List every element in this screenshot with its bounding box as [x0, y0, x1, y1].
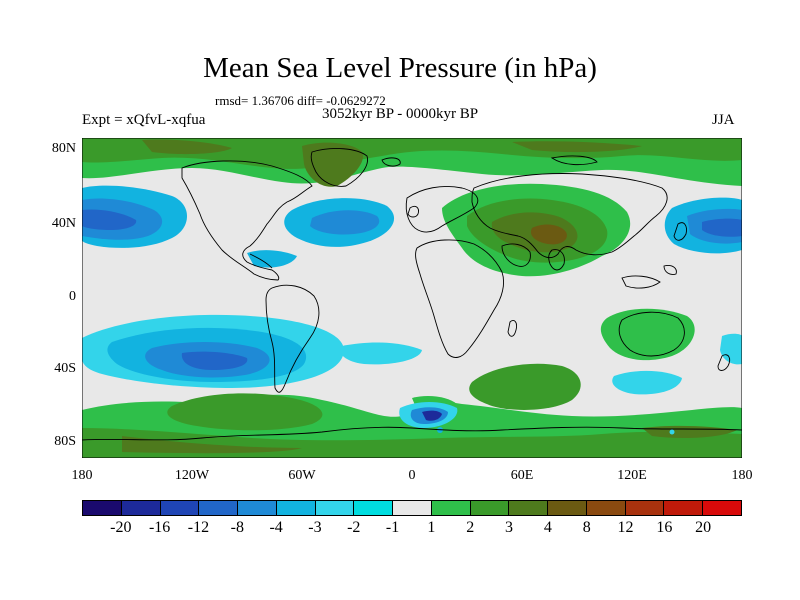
lon-label-120e: 120E — [617, 468, 647, 483]
colorbar-swatch — [548, 501, 587, 515]
lat-label-80n: 80N — [51, 141, 76, 156]
colorbar-level-label: 16 — [656, 519, 673, 536]
colorbar-swatch — [586, 501, 626, 515]
colorbar-swatch — [83, 501, 122, 515]
colorbar-level-label: 12 — [617, 519, 634, 536]
colorbar-swatch — [160, 501, 200, 515]
period-label: 3052kyr BP - 0000kyr BP — [322, 106, 479, 122]
season-label: JJA — [712, 112, 735, 128]
colorbar-swatch — [315, 501, 355, 515]
colorbar-swatch — [393, 501, 432, 515]
colorbar-swatch — [703, 501, 742, 515]
colorbar-level-label: 20 — [695, 519, 712, 536]
colorbar-level-label: -20 — [110, 519, 132, 536]
lon-label-120w: 120W — [174, 468, 210, 483]
lon-label-180w: 180 — [71, 468, 93, 483]
arctic-anomaly-band — [82, 138, 742, 187]
colorbar-swatch — [121, 501, 161, 515]
colorbar-swatch — [431, 501, 471, 515]
colorbar-level-label: -1 — [385, 519, 400, 536]
lat-label-80s: 80S — [54, 434, 76, 449]
lat-label-40s: 40S — [54, 361, 76, 376]
lat-label-40n: 40N — [51, 216, 76, 231]
lon-label-60w: 60W — [288, 468, 316, 483]
colorbar-swatch — [238, 501, 277, 515]
lon-label-0: 0 — [408, 468, 416, 483]
colorbar-swatch — [470, 501, 510, 515]
colorbar-level-label: 4 — [543, 519, 552, 536]
colorbar-level-label: -16 — [148, 519, 171, 536]
colorbar-level-label: -12 — [187, 519, 210, 536]
colorbar-labels: -20 -16 -12 -8 -4 -3 -2 -1 1 2 3 4 8 12 16 20 — [82, 519, 742, 539]
map-title: Mean Sea Level Pressure (in hPa) — [203, 52, 597, 84]
stats-line: rmsd= 1.36706 diff= -0.0629272 — [215, 93, 386, 108]
negative-anomalies — [82, 185, 742, 435]
colorbar-swatch — [354, 501, 394, 515]
colorbar-level-label: 3 — [505, 519, 514, 536]
colorbar-swatch — [276, 501, 316, 515]
colorbar-level-label: -3 — [308, 519, 322, 536]
colorbar-level-label: 2 — [466, 519, 475, 536]
pressure-map — [82, 138, 742, 458]
colorbar-swatch — [199, 501, 239, 515]
lat-label-0: 0 — [69, 289, 76, 304]
colorbar-level-label: 1 — [427, 519, 436, 536]
colorbar — [82, 500, 742, 516]
experiment-label: Expt = xQfvL-xqfua — [82, 112, 206, 128]
colorbar-swatch — [509, 501, 549, 515]
colorbar-level-label: -8 — [230, 519, 244, 536]
southern-ocean-anomaly — [82, 363, 742, 458]
colorbar-swatch — [625, 501, 665, 515]
australia-anomaly — [600, 308, 695, 361]
colorbar-swatch — [664, 501, 704, 515]
colorbar-level-label: -2 — [347, 519, 361, 536]
lon-label-60e: 60E — [510, 468, 534, 483]
lon-label-180e: 180 — [731, 468, 753, 483]
colorbar-level-label: -4 — [269, 519, 283, 536]
coastlines — [82, 148, 742, 441]
colorbar-level-label: 8 — [582, 519, 591, 536]
